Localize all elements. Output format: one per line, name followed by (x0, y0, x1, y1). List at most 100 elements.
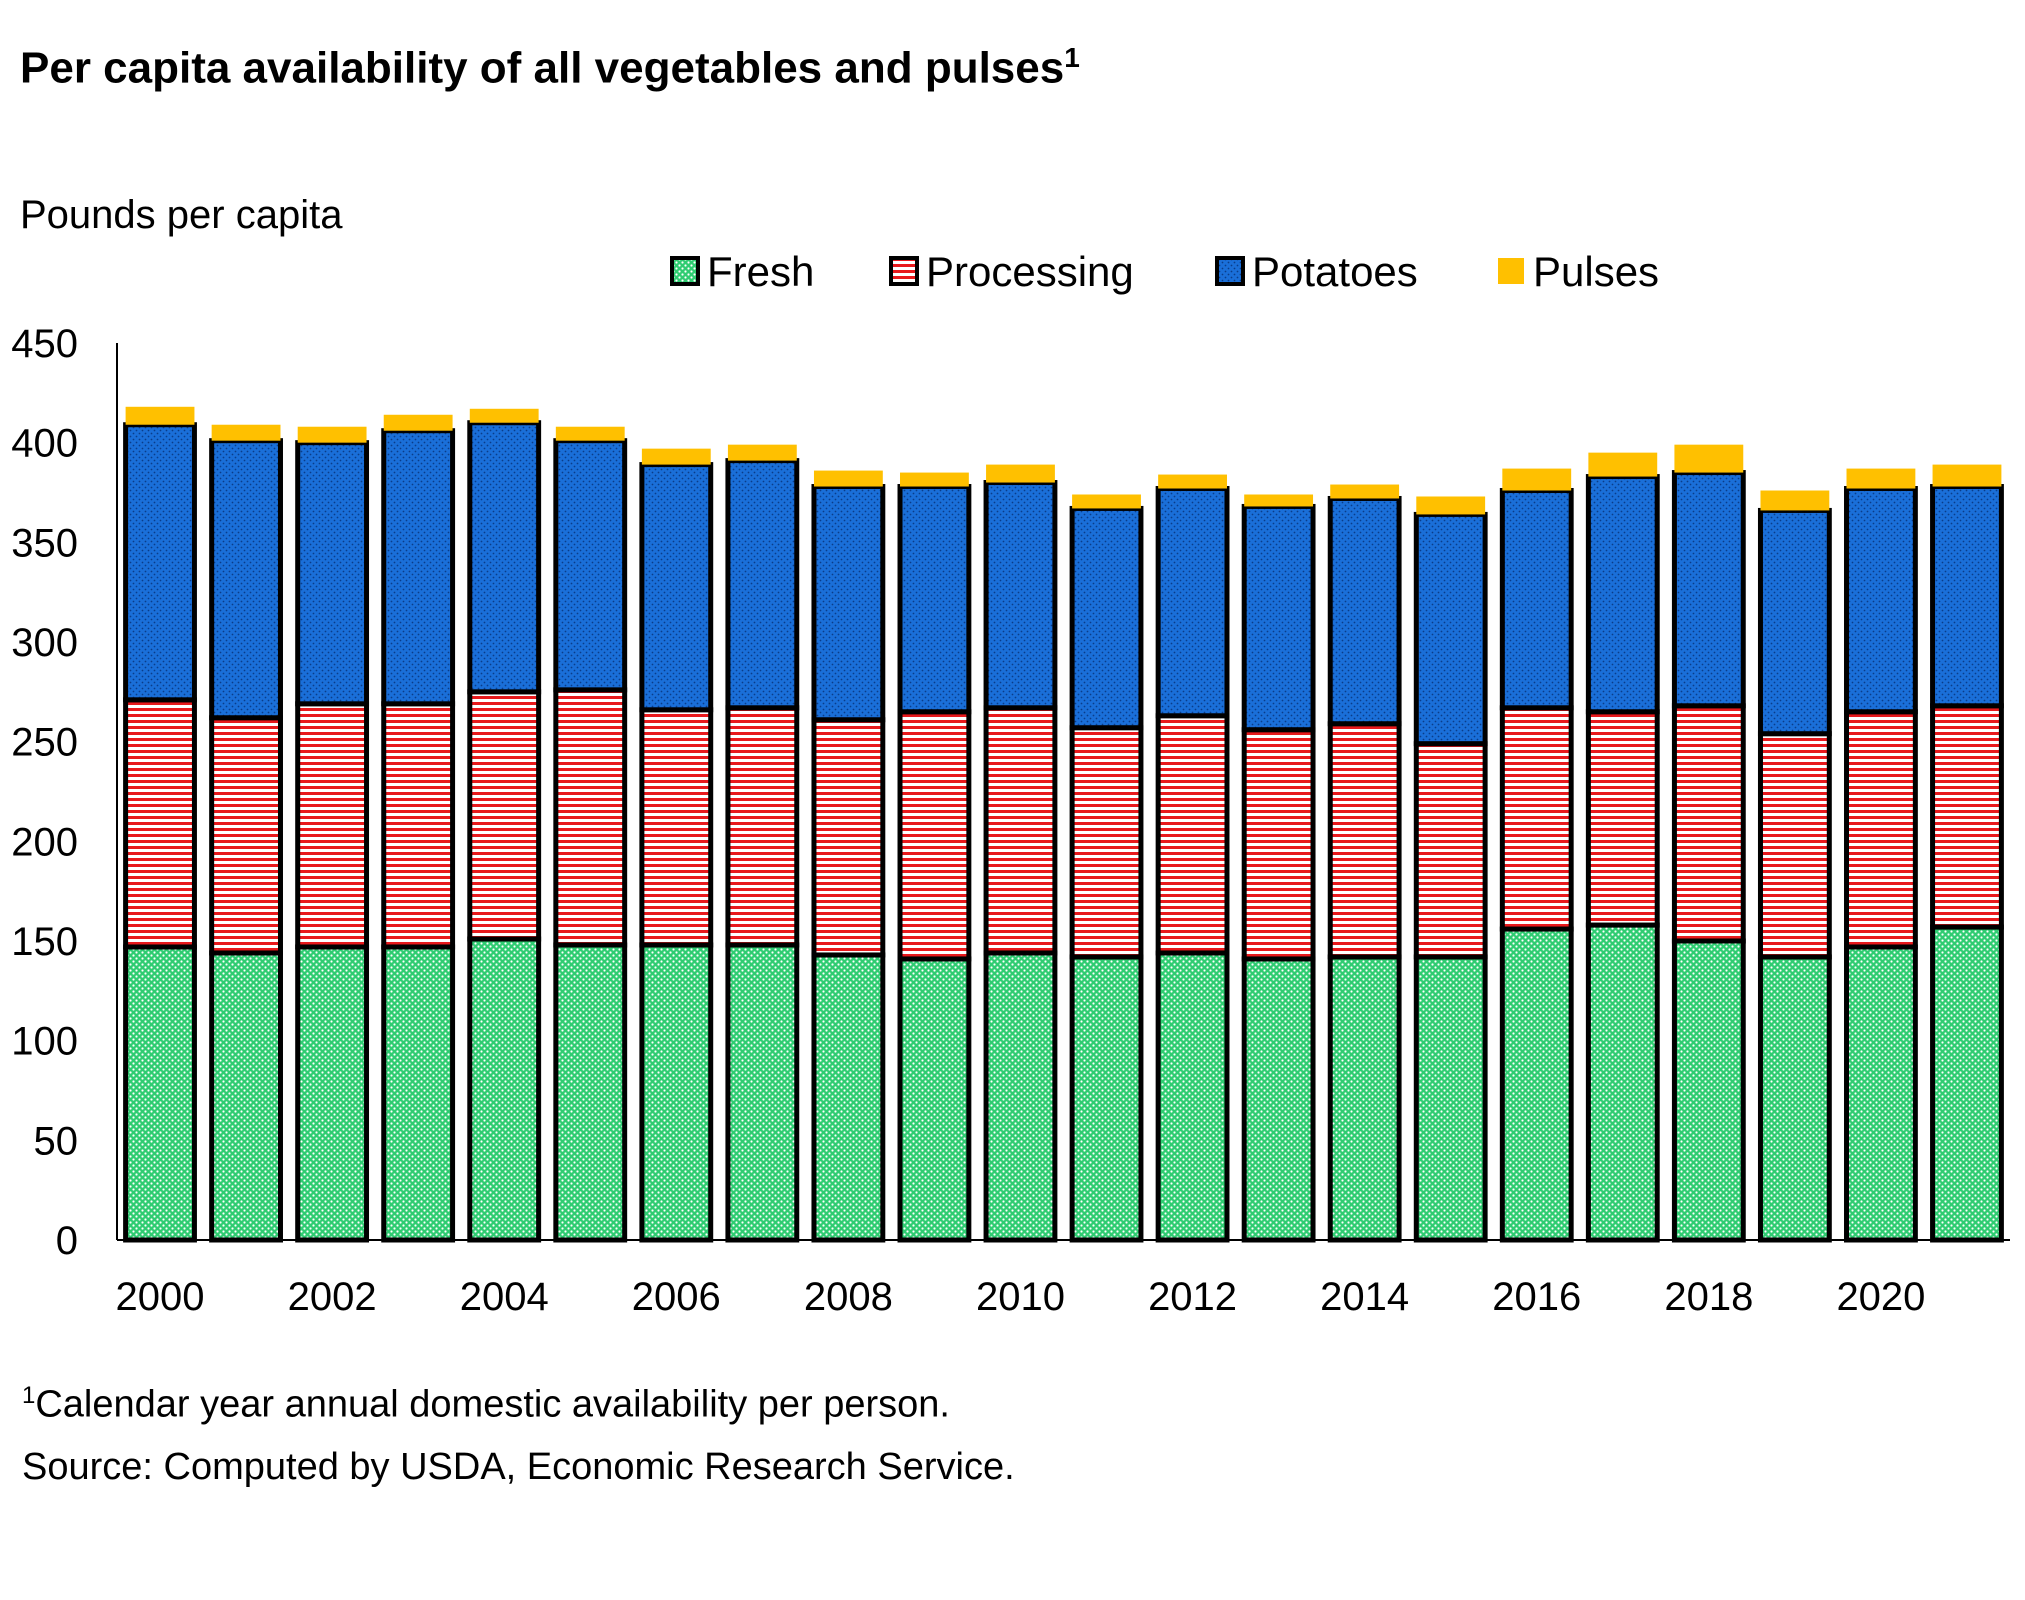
bar-segment-fresh-2007 (725, 942, 800, 1243)
y-tick-label: 400 (11, 422, 78, 466)
bar-segment-processing-2005 (553, 687, 628, 948)
y-tick-label: 50 (34, 1119, 79, 1163)
bar-segment-processing-2004 (467, 689, 542, 942)
bar-segment-pulses-2012 (1158, 474, 1227, 489)
bar-segment-fresh-2017 (1585, 922, 1660, 1243)
bar-segment-processing-2010 (983, 705, 1058, 956)
bar-segment-potatoes-2008 (811, 484, 886, 723)
bar-segment-potatoes-2013 (1241, 503, 1316, 733)
footnote-text: Calendar year annual domestic availabili… (35, 1383, 950, 1426)
bar-segment-fresh-2000 (123, 944, 197, 1243)
bar-segment-fresh-2009 (897, 956, 972, 1243)
bar-segment-processing-2011 (1069, 725, 1144, 960)
chart-title-text: Per capita availability of all vegetable… (20, 43, 1065, 93)
bar-segment-fresh-2005 (553, 942, 628, 1243)
bar-segment-potatoes-2019 (1757, 507, 1832, 737)
bar-segment-pulses-2004 (469, 408, 539, 423)
bar-segment-pulses-2014 (1330, 484, 1400, 499)
bar-segment-fresh-2003 (381, 944, 456, 1243)
x-tick-label: 2000 (116, 1275, 205, 1319)
bar-segment-potatoes-2017 (1585, 474, 1660, 715)
bar-segment-fresh-2006 (639, 942, 714, 1243)
legend-label-fresh: Fresh (707, 248, 814, 295)
bar-segment-fresh-2018 (1671, 938, 1746, 1243)
bar-segment-potatoes-2007 (725, 458, 800, 711)
bar-segment-potatoes-2016 (1499, 488, 1574, 711)
y-tick-label: 300 (11, 621, 78, 665)
x-tick-label: 2018 (1664, 1275, 1753, 1319)
x-tick-label: 2016 (1492, 1275, 1581, 1319)
bar-segment-fresh-2016 (1499, 926, 1574, 1243)
bar-segment-pulses-2019 (1760, 490, 1830, 511)
bar-segment-pulses-2016 (1502, 468, 1572, 491)
bar-segment-processing-2007 (725, 705, 800, 948)
bar-segment-fresh-2014 (1327, 954, 1402, 1243)
bar-segment-processing-2015 (1413, 741, 1488, 960)
bar-segment-processing-2003 (381, 701, 456, 950)
bar-segment-fresh-2015 (1413, 954, 1488, 1243)
x-tick-label: 2006 (632, 1275, 721, 1319)
bar-segment-potatoes-2021 (1930, 484, 2004, 709)
bar-segment-fresh-2008 (811, 952, 886, 1243)
footnote: 1Calendar year annual domestic availabil… (22, 1382, 950, 1427)
y-tick-label: 250 (11, 721, 78, 765)
bar-segment-potatoes-2018 (1671, 470, 1746, 709)
y-tick-label: 100 (11, 1020, 78, 1064)
bar-segment-processing-2006 (639, 707, 714, 948)
bar-segment-potatoes-2014 (1327, 495, 1402, 727)
bar-segment-pulses-2008 (813, 470, 883, 487)
bar-segment-pulses-2010 (986, 464, 1055, 483)
bar-segment-potatoes-2001 (209, 438, 283, 721)
bar-segment-processing-2016 (1499, 705, 1574, 932)
bar-segment-pulses-2003 (383, 414, 453, 431)
source-note: Source: Computed by USDA, Economic Resea… (22, 1446, 1015, 1488)
title-footnote-marker: 1 (1064, 42, 1080, 73)
x-tick-label: 2010 (976, 1275, 1065, 1319)
bars (123, 406, 2004, 1243)
bar-segment-pulses-2013 (1244, 494, 1314, 507)
bar-segment-pulses-2000 (125, 406, 195, 425)
x-tick-label: 2012 (1148, 1275, 1237, 1319)
y-tick-label: 350 (11, 521, 78, 565)
x-tick-label: 2002 (288, 1275, 377, 1319)
bar-segment-processing-2019 (1757, 731, 1832, 960)
bar-segment-potatoes-2004 (467, 420, 542, 695)
bar-segment-processing-2014 (1327, 721, 1402, 960)
bar-segment-pulses-2009 (900, 472, 969, 487)
bar-segment-processing-2002 (295, 701, 370, 950)
bar-segment-potatoes-2010 (983, 480, 1058, 711)
legend-swatch-potatoes (1215, 256, 1245, 286)
bar-segment-pulses-2020 (1846, 468, 1916, 489)
bar-segment-potatoes-2015 (1413, 511, 1488, 747)
bar-segment-pulses-2015 (1416, 496, 1486, 515)
bar-segment-pulses-2018 (1674, 444, 1744, 473)
y-tick-label: 450 (11, 322, 78, 366)
bar-segment-pulses-2011 (1072, 494, 1141, 509)
chart-title: Per capita availability of all vegetable… (20, 42, 1080, 94)
bar-segment-potatoes-2003 (381, 428, 456, 707)
bar-segment-fresh-2001 (209, 950, 283, 1243)
legend-label-processing: Processing (926, 248, 1134, 295)
legend-swatch-pulses (1498, 258, 1524, 284)
bar-segment-pulses-2005 (555, 426, 625, 441)
bar-segment-fresh-2012 (1155, 950, 1230, 1243)
bar-segment-pulses-2002 (297, 426, 367, 443)
bar-segment-fresh-2019 (1757, 954, 1832, 1243)
footnote-marker: 1 (22, 1382, 36, 1409)
bar-segment-potatoes-2011 (1069, 505, 1144, 731)
x-tick-label: 2008 (804, 1275, 893, 1319)
legend-label-potatoes: Potatoes (1252, 248, 1418, 295)
bar-segment-fresh-2002 (295, 944, 370, 1243)
bar-segment-fresh-2020 (1844, 944, 1918, 1243)
bar-segment-fresh-2021 (1930, 924, 2004, 1243)
legend-label-pulses: Pulses (1533, 248, 1659, 295)
bar-segment-processing-2021 (1930, 703, 2004, 930)
bar-segment-pulses-2017 (1588, 452, 1658, 477)
bar-segment-potatoes-2009 (897, 484, 972, 715)
bar-segment-processing-2018 (1671, 703, 1746, 944)
bar-segment-potatoes-2005 (553, 438, 628, 693)
legend: Fresh Processing Potatoes Pulses (670, 248, 1659, 295)
bar-segment-processing-2000 (123, 697, 197, 950)
bar-segment-processing-2013 (1241, 727, 1316, 962)
bar-segment-pulses-2006 (641, 448, 711, 465)
